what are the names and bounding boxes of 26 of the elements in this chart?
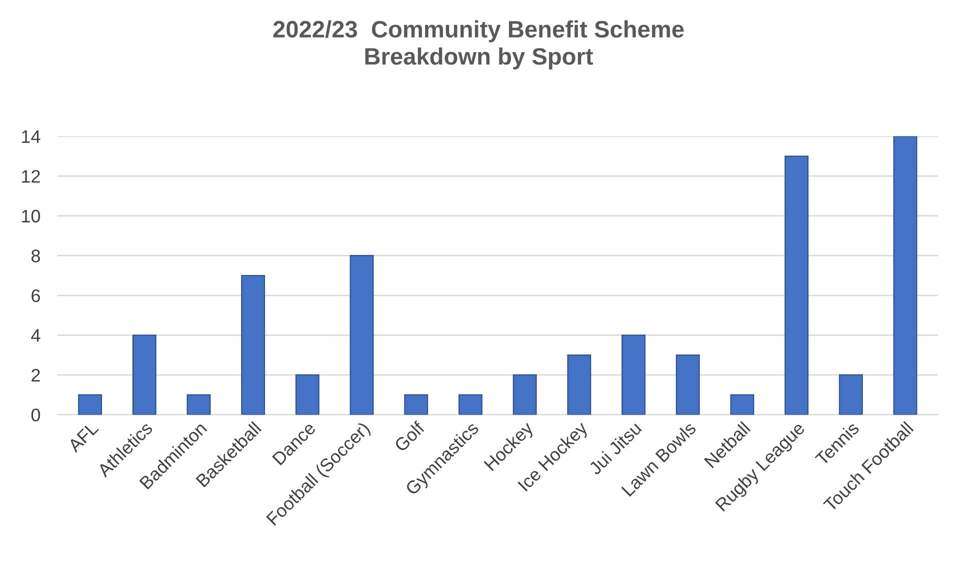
x-tick-label: AFL <box>67 421 99 453</box>
y-tick-label: 12 <box>22 170 40 183</box>
y-tick-label: 14 <box>22 130 40 143</box>
y-tick-label: 6 <box>32 289 40 302</box>
bar <box>78 394 102 415</box>
bar <box>404 394 428 415</box>
bar <box>676 354 700 415</box>
y-tick-label: 0 <box>31 408 40 422</box>
bar <box>512 374 537 415</box>
bar <box>622 334 646 415</box>
bar <box>295 374 320 415</box>
y-tick-label: 8 <box>31 250 40 262</box>
bar <box>458 394 482 415</box>
bar <box>893 136 918 415</box>
y-tick-label: 10 <box>22 210 40 223</box>
bar <box>350 255 374 415</box>
bar <box>132 334 156 415</box>
bar <box>567 354 592 415</box>
bar <box>784 156 809 415</box>
bar <box>838 374 863 415</box>
chart-title: 2022/23 Community Benefit Scheme Breakdown by Sport <box>273 20 684 70</box>
bar <box>186 394 211 415</box>
y-tick-label: 4 <box>31 329 40 342</box>
y-tick-label: 2 <box>32 368 40 382</box>
bar <box>730 394 754 415</box>
bar <box>241 274 266 415</box>
